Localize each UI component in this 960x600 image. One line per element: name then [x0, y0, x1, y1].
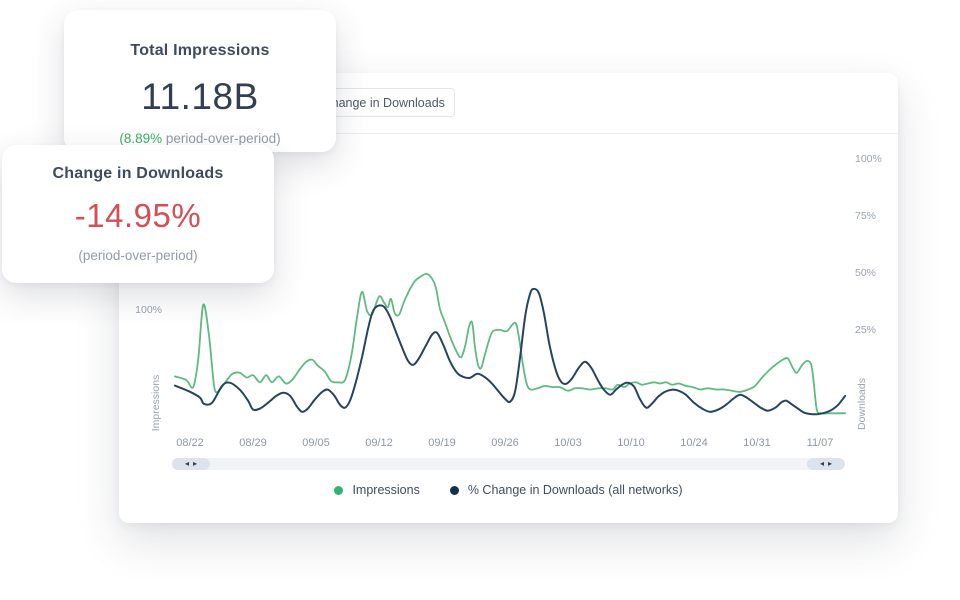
x-tick-label: 10/31 [743, 437, 771, 449]
scroll-right-icon[interactable]: ▸ [193, 459, 198, 468]
metric-dropdown-label: % Change in Downloads [308, 95, 445, 110]
x-tick-label: 08/29 [239, 437, 267, 449]
x-tick-label: 10/03 [554, 437, 582, 449]
toolbar-divider [119, 133, 898, 134]
x-tick-label: 09/19 [428, 437, 456, 449]
scroll-right-icon[interactable]: ▸ [828, 459, 833, 468]
kpi-title: Total Impressions [130, 42, 270, 59]
kpi-delta-caption: period-over-period) [162, 131, 281, 146]
y-right-tick-label: 25% [855, 323, 877, 336]
y-right-tick-label: 75% [855, 210, 877, 223]
chart-scrollbar-track[interactable] [172, 458, 845, 470]
kpi-title: Change in Downloads [52, 165, 224, 182]
kpi-card-change-in-downloads: Change in Downloads -14.95% (period-over… [2, 145, 274, 283]
legend-item-downloads[interactable]: % Change in Downloads (all networks) [449, 483, 683, 497]
x-tick-label: 09/26 [491, 437, 519, 449]
x-tick-label: 11/07 [806, 437, 834, 449]
legend-item-impressions[interactable]: Impressions [334, 483, 420, 497]
y-right-axis-title: Downloads [856, 378, 868, 430]
legend-label: Impressions [352, 483, 420, 497]
chart-legend: Impressions % Change in Downloads (all ne… [119, 483, 898, 497]
x-tick-label: 10/24 [680, 437, 708, 449]
y-right-tick-label: 50% [855, 266, 877, 279]
y-right-tick-label: 100% [855, 153, 882, 166]
kpi-subtitle: (period-over-period) [78, 248, 198, 263]
y-left-tick-label: 100% [135, 304, 162, 316]
legend-dot-icon [334, 485, 344, 495]
kpi-value: -14.95% [74, 197, 202, 234]
kpi-card-total-impressions: Total Impressions 11.18B (8.89% period-o… [64, 10, 336, 152]
x-tick-label: 09/12 [365, 437, 393, 449]
legend-label: % Change in Downloads (all networks) [467, 483, 683, 497]
x-tick-label: 09/05 [302, 437, 330, 449]
kpi-value: 11.18B [141, 76, 259, 117]
scroll-left-icon[interactable]: ◂ [819, 459, 824, 468]
scroll-left-icon[interactable]: ◂ [184, 459, 189, 468]
y-left-axis-title: Impressions [150, 374, 162, 432]
chart-scrollbar-left-thumb[interactable]: ◂ ▸ [172, 458, 210, 470]
kpi-subtitle: (8.89% period-over-period) [64, 131, 336, 146]
legend-dot-icon [449, 485, 459, 495]
chart-scrollbar-right-thumb[interactable]: ◂ ▸ [807, 458, 845, 470]
x-tick-label: 08/22 [176, 437, 204, 449]
x-tick-label: 10/10 [617, 437, 645, 449]
kpi-delta-percent: (8.89% [119, 131, 163, 146]
